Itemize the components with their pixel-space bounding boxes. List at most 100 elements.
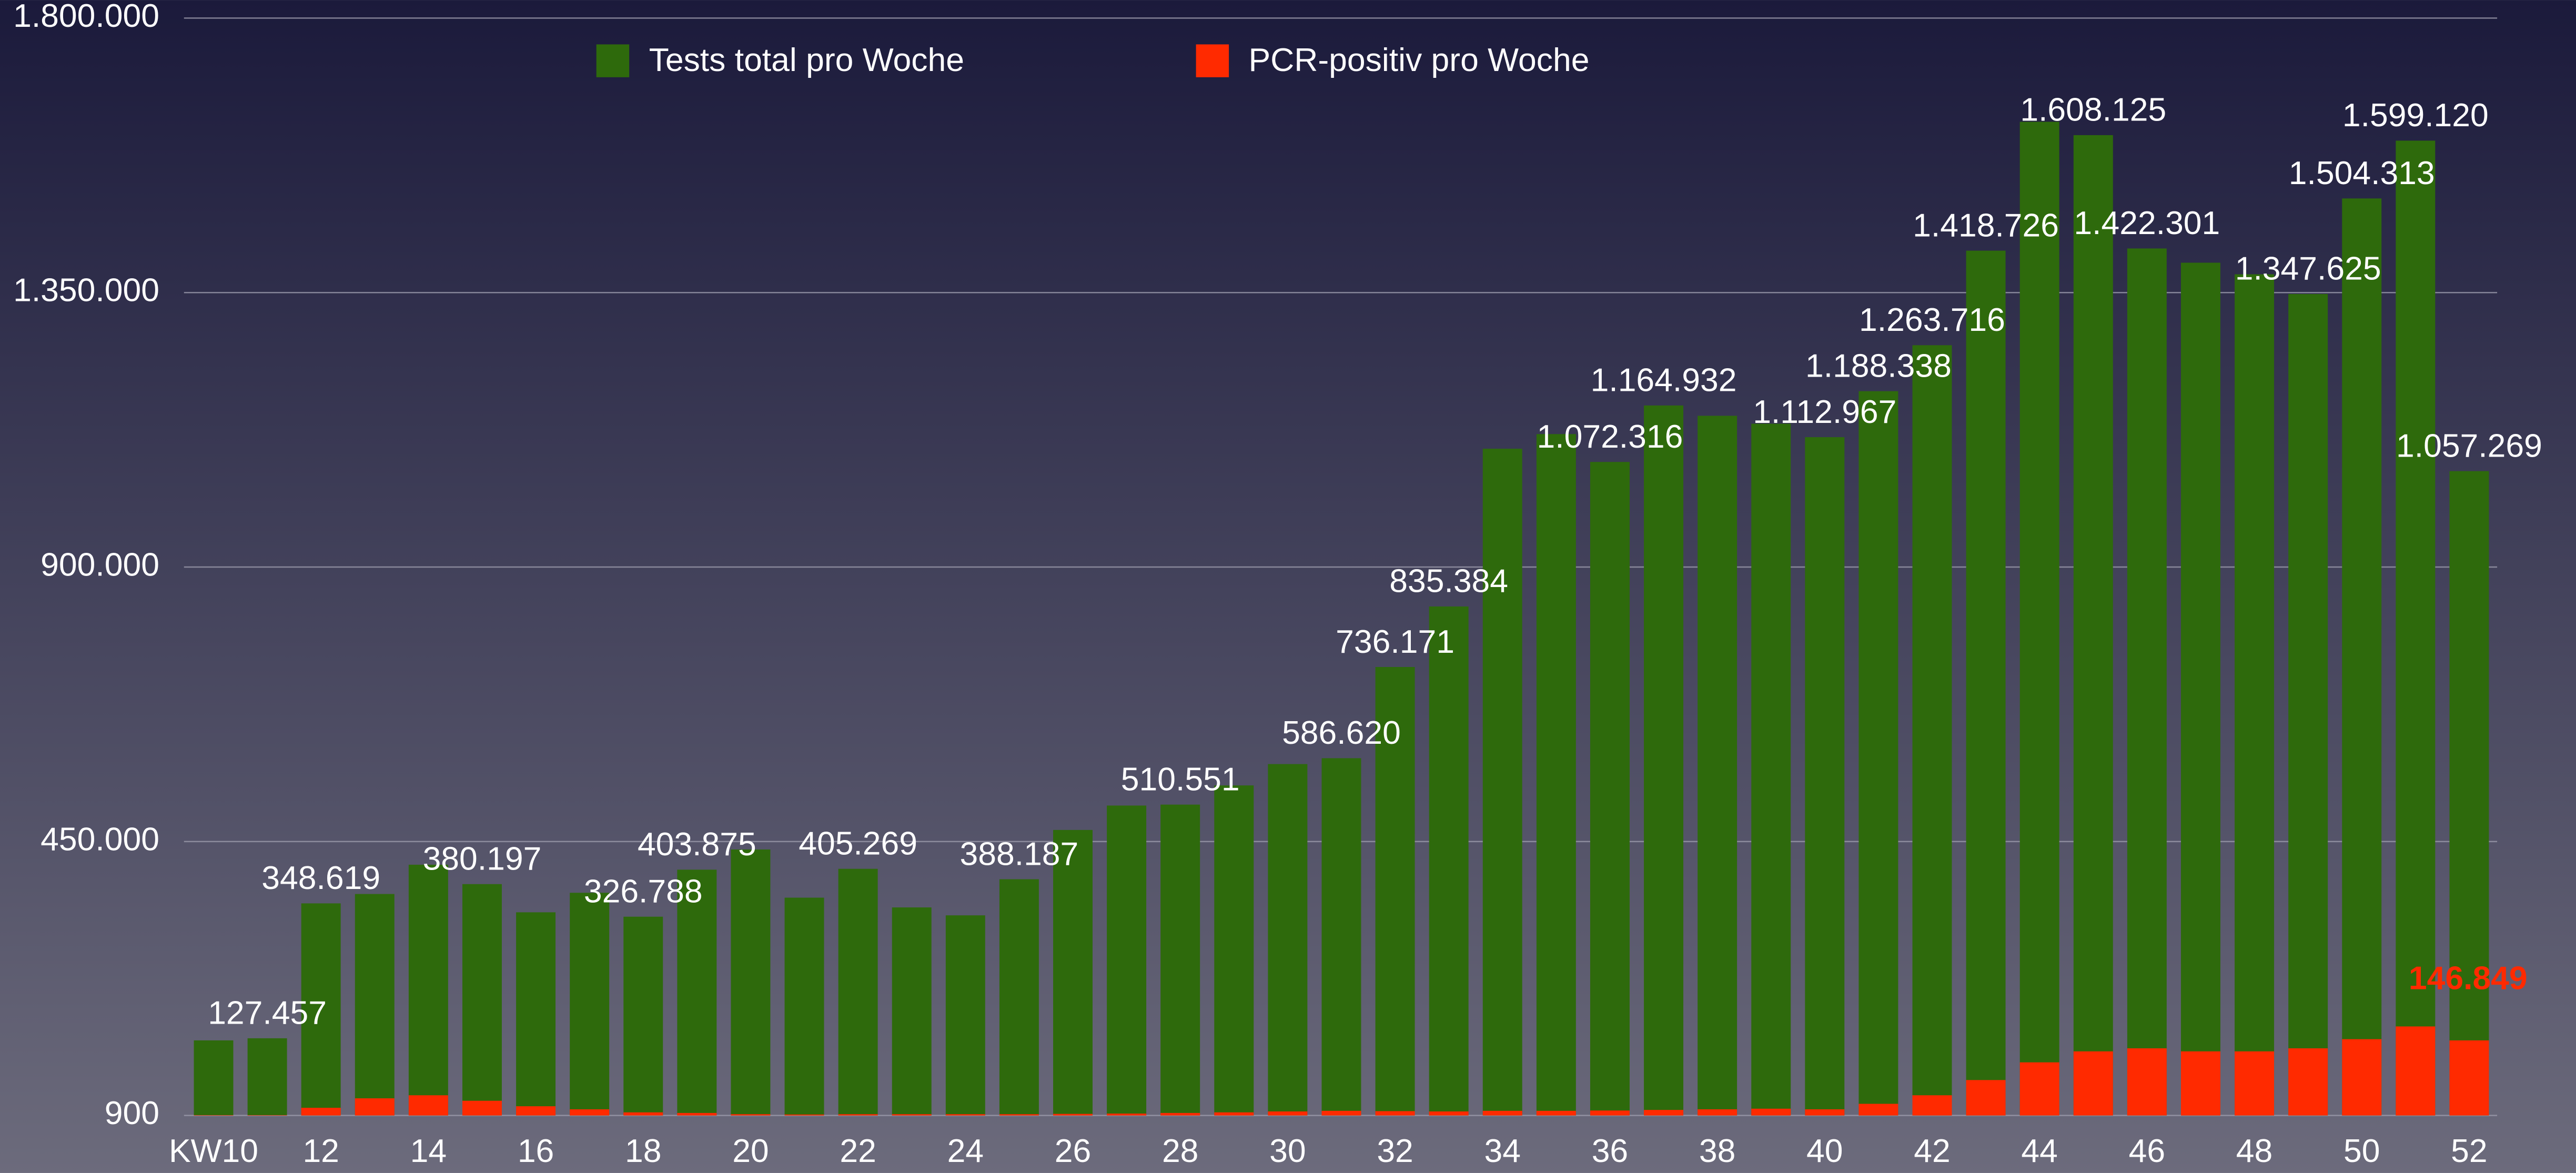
bar — [570, 1109, 610, 1116]
x-tick-label: 28 — [1162, 1132, 1198, 1169]
value-label: 127.457 — [208, 995, 327, 1032]
bar — [623, 916, 663, 1116]
x-tick-label: 50 — [2343, 1132, 2380, 1169]
x-tick-label: 24 — [947, 1132, 984, 1169]
value-label: 326.788 — [584, 873, 703, 910]
x-tick-label: 22 — [840, 1132, 876, 1169]
bar — [1858, 1104, 1898, 1116]
value-label: 388.187 — [960, 835, 1079, 872]
y-tick-label: 1.800.000 — [13, 0, 159, 34]
value-label: 1.418.726 — [1913, 207, 2059, 244]
bar — [784, 1114, 824, 1116]
x-tick-label: 44 — [2021, 1132, 2057, 1169]
bar — [1912, 1095, 1952, 1116]
legend-label: Tests total pro Woche — [649, 42, 964, 78]
bar — [247, 1038, 287, 1116]
x-tick-label: 34 — [1484, 1132, 1521, 1169]
bar — [892, 1114, 932, 1116]
value-label: 403.875 — [638, 826, 756, 863]
x-tick-label: 40 — [1806, 1132, 1843, 1169]
bar — [2396, 140, 2436, 1116]
bar — [2235, 1051, 2275, 1116]
bar — [892, 907, 932, 1116]
value-label: 1.112.967 — [1753, 393, 1896, 430]
bar — [731, 1114, 771, 1116]
bar — [1268, 1111, 1308, 1116]
value-label: 146.849 — [2409, 959, 2528, 996]
bar — [1482, 1110, 1522, 1116]
bar — [1321, 1110, 1361, 1116]
value-label: 835.384 — [1389, 563, 1508, 600]
bar — [1966, 1080, 2006, 1116]
bar — [2180, 262, 2220, 1116]
bar — [1482, 449, 1522, 1116]
x-tick-label: 36 — [1592, 1132, 1628, 1169]
legend-label: PCR-positiv pro Woche — [1249, 42, 1590, 78]
value-label: 1.422.301 — [2074, 205, 2220, 241]
bar — [1858, 391, 1898, 1116]
bar — [1644, 405, 1684, 1116]
bar — [838, 1114, 878, 1116]
value-label: 348.619 — [261, 859, 380, 896]
bar — [2235, 274, 2275, 1116]
y-tick-label: 1.350.000 — [13, 272, 159, 309]
bar — [1214, 1112, 1254, 1116]
value-label: 1.263.716 — [1859, 301, 2005, 338]
x-tick-label: 42 — [1914, 1132, 1950, 1169]
bar — [1912, 345, 1952, 1116]
value-label: 1.504.313 — [2289, 155, 2435, 191]
bar — [1375, 1111, 1415, 1116]
bar — [677, 1113, 717, 1116]
y-tick-label: 450.000 — [41, 821, 159, 857]
bar — [1698, 416, 1737, 1116]
bar — [999, 879, 1039, 1116]
bar — [945, 1114, 985, 1116]
bar — [623, 1112, 663, 1116]
bar — [570, 893, 610, 1116]
bar — [1429, 606, 1469, 1116]
bar — [355, 1098, 395, 1116]
bar — [1321, 758, 1361, 1116]
bar — [1053, 1114, 1093, 1116]
value-label: 1.057.269 — [2396, 427, 2542, 464]
bar — [1107, 1114, 1147, 1116]
bar — [1375, 667, 1415, 1116]
bar — [301, 903, 341, 1116]
legend-swatch — [596, 44, 630, 77]
x-tick-label: 20 — [732, 1132, 769, 1169]
y-tick-label: 900 — [105, 1095, 159, 1131]
bar — [2019, 1062, 2059, 1116]
bar — [2288, 1048, 2328, 1116]
value-label: 736.171 — [1336, 623, 1454, 660]
bar — [1053, 830, 1093, 1116]
legend-swatch — [1196, 44, 1229, 77]
value-label: 1.347.625 — [2235, 250, 2381, 287]
bar — [1160, 804, 1200, 1116]
x-tick-label: 26 — [1055, 1132, 1091, 1169]
x-tick-label: 30 — [1269, 1132, 1306, 1169]
value-label: 1.164.932 — [1591, 362, 1737, 399]
bar — [1751, 423, 1791, 1116]
value-label: 1.599.120 — [2342, 97, 2489, 134]
y-tick-label: 900.000 — [41, 547, 159, 583]
bar — [1644, 1110, 1684, 1116]
bar — [1429, 1111, 1469, 1116]
x-tick-label: 14 — [410, 1132, 447, 1169]
bar — [516, 912, 556, 1116]
bar — [2073, 135, 2113, 1116]
bar — [355, 894, 395, 1116]
bar — [194, 1040, 234, 1116]
x-tick-label: 32 — [1377, 1132, 1413, 1169]
value-label: 405.269 — [799, 825, 917, 862]
x-tick-label: 38 — [1699, 1132, 1735, 1169]
x-tick-label: 46 — [2129, 1132, 2165, 1169]
bar — [2342, 198, 2382, 1116]
bar — [838, 868, 878, 1116]
bar — [247, 1115, 287, 1116]
bar — [1268, 764, 1308, 1116]
bar — [1536, 434, 1576, 1116]
bar — [1590, 1110, 1630, 1116]
bar — [2396, 1026, 2436, 1116]
bar — [1536, 1110, 1576, 1116]
